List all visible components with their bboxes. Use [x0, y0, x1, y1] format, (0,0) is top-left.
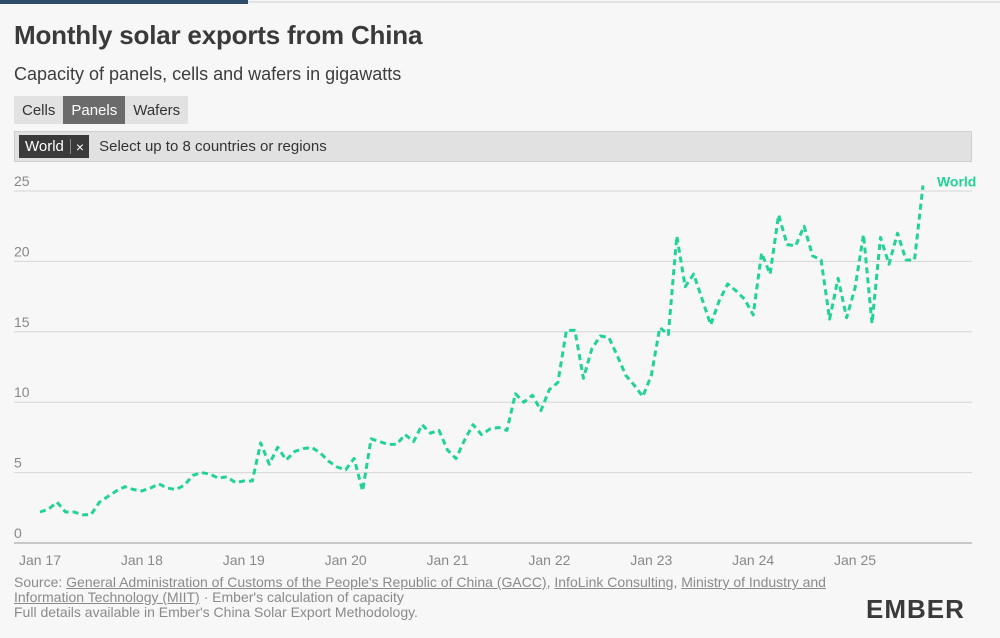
source-link-gacc[interactable]: General Administration of Customs of the… [66, 574, 547, 590]
y-tick-label: 25 [14, 173, 30, 189]
tab-wafers[interactable]: Wafers [125, 96, 189, 124]
x-tick-label: Jan 24 [732, 552, 774, 568]
x-tick-label: Jan 17 [19, 552, 61, 568]
tab-panels[interactable]: Panels [63, 96, 126, 124]
top-accent-bar [0, 0, 1000, 4]
selector-placeholder[interactable]: Select up to 8 countries or regions [99, 138, 327, 155]
chart-subtitle: Capacity of panels, cells and wafers in … [14, 64, 402, 84]
chip-label: World [25, 138, 64, 155]
remove-chip-icon[interactable]: × [75, 138, 85, 155]
y-tick-label: 0 [14, 525, 22, 541]
chip-divider [69, 139, 71, 154]
source-link-infolink[interactable]: InfoLink Consulting [554, 574, 674, 590]
top-accent-segment [0, 0, 248, 4]
x-tick-label: Jan 21 [426, 552, 468, 568]
ember-logo: EMBER [866, 594, 965, 624]
source-link-miit[interactable]: Ministry of Industry and Information Tec… [14, 574, 826, 605]
x-tick-label: Jan 25 [834, 552, 876, 568]
series-line-world [39, 185, 925, 517]
source-separator: , [546, 574, 555, 590]
selected-country-chip: World × [19, 135, 90, 158]
x-tick-label: Jan 20 [325, 552, 367, 568]
y-tick-label: 10 [14, 384, 30, 400]
country-selector[interactable]: World × Select up to 8 countries or regi… [14, 131, 972, 162]
source-separator: , [673, 574, 682, 590]
tab-cells[interactable]: Cells [14, 96, 64, 124]
x-tick-label: Jan 23 [630, 552, 672, 568]
source-note: Source: General Administration of Custom… [14, 575, 834, 620]
source-suffix: · Ember's calculation of capacity [199, 589, 404, 605]
y-tick-label: 15 [14, 314, 30, 330]
line-chart: 0 5 10 15 20 25 Jan 17 Jan 18 Jan 19 Jan 20 Jan 21… [14, 173, 976, 568]
source-prefix: Source: [14, 574, 67, 590]
x-tick-label: Jan 18 [121, 552, 163, 568]
product-tabs: Cells Panels Wafers [14, 96, 189, 124]
x-tick-label: Jan 22 [528, 552, 570, 568]
methodology-note: Full details available in Ember's China … [14, 604, 418, 620]
top-divider-line [248, 1, 1000, 3]
x-tick-label: Jan 19 [223, 552, 265, 568]
series-end-label: World [937, 173, 976, 189]
y-tick-label: 5 [14, 455, 22, 471]
y-tick-label: 20 [14, 243, 30, 259]
chart-title: Monthly solar exports from China [14, 20, 423, 50]
